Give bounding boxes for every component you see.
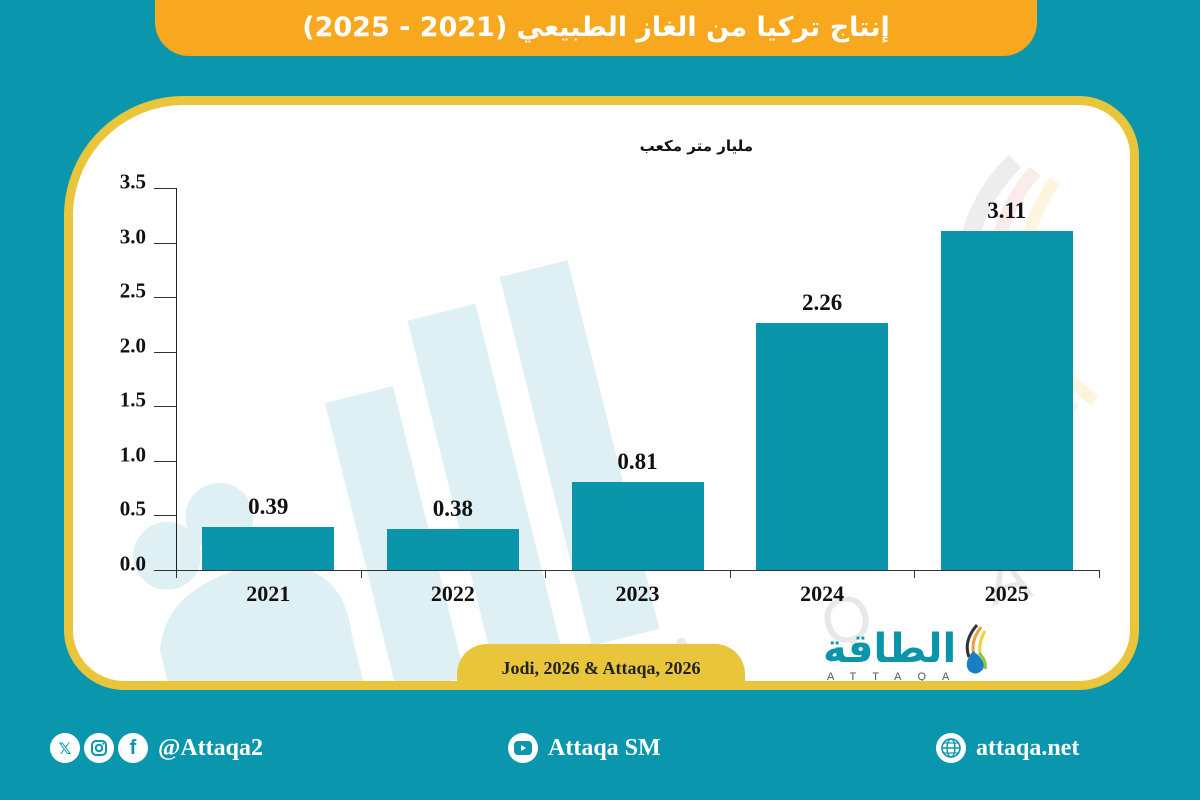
y-tick-label: 3.5 — [119, 169, 146, 194]
flame-drop-icon — [965, 624, 987, 674]
bar-2022 — [386, 528, 519, 570]
y-tick-label: 3.0 — [119, 224, 146, 249]
bar-value-label: 0.39 — [248, 494, 289, 520]
social-links: 𝕏 f @Attaqa2 — [50, 733, 263, 763]
x-category-label: 2022 — [430, 581, 475, 606]
logo-english-text: ATTAQA — [827, 671, 966, 683]
x-tick-mark — [729, 570, 731, 578]
x-category-label: 2023 — [615, 581, 660, 606]
y-tick-mark — [154, 406, 176, 408]
attaqa-logo: الطاقة ATTAQA — [817, 624, 1007, 683]
x-axis — [154, 570, 1099, 571]
x-tick-mark — [545, 570, 547, 578]
logo-arabic-text: الطاقة — [823, 626, 957, 672]
bar-value-label: 3.11 — [987, 197, 1027, 223]
footer: 𝕏 f @Attaqa2 Attaqa SM attaqa.net — [0, 725, 1200, 785]
x-tick-mark — [1099, 570, 1100, 578]
bar-2024 — [756, 323, 889, 570]
bar-value-label: 0.81 — [617, 448, 658, 474]
chart-title: إنتاج تركيا من الغاز الطبيعي (2021 - 202… — [302, 11, 890, 43]
youtube-icon — [508, 733, 538, 763]
y-tick-label: 0.0 — [119, 551, 146, 576]
social-handle[interactable]: @Attaqa2 — [158, 734, 263, 761]
y-tick-mark — [154, 351, 176, 353]
y-tick-label: 0.5 — [119, 496, 146, 521]
x-tick-mark — [360, 570, 362, 578]
x-category-label: 2021 — [246, 581, 291, 606]
y-tick-label: 2.5 — [119, 278, 146, 303]
source-tab: Jodi, 2026 & Attaqa, 2026 — [457, 644, 745, 681]
y-tick-mark — [154, 242, 176, 244]
title-banner: إنتاج تركيا من الغاز الطبيعي (2021 - 202… — [155, 0, 1037, 56]
bar-value-label: 0.38 — [432, 495, 474, 521]
y-tick-label: 1.5 — [119, 387, 146, 412]
youtube-link[interactable]: Attaqa SM — [508, 733, 661, 763]
youtube-channel: Attaqa SM — [548, 734, 661, 761]
website-url: attaqa.net — [976, 734, 1080, 761]
globe-icon — [936, 733, 966, 763]
x-tick-mark — [914, 570, 916, 578]
y-tick-mark — [154, 297, 176, 299]
facebook-icon[interactable]: f — [118, 733, 148, 763]
instagram-icon[interactable] — [84, 733, 114, 763]
x-category-label: 2025 — [984, 581, 1029, 606]
y-tick-label: 2.0 — [119, 333, 146, 358]
bar-2021 — [202, 527, 335, 570]
y-tick-label: 1.0 — [119, 442, 146, 467]
y-tick-mark — [154, 188, 176, 189]
y-unit-label: مليار متر مكعب — [639, 137, 753, 155]
x-icon[interactable]: 𝕏 — [50, 733, 80, 763]
bar-chart-plot: 0.0 0.5 1.0 1.5 2.0 2.5 3.0 3.5 0.39 2021 0.38 2022… — [73, 105, 1130, 681]
x-category-label: 2024 — [800, 581, 845, 606]
source-text: Jodi, 2026 & Attaqa, 2026 — [501, 658, 701, 678]
y-tick-mark — [154, 460, 176, 462]
y-axis — [176, 188, 177, 578]
bar-2023 — [571, 481, 704, 570]
bar-value-label: 2.26 — [801, 290, 843, 316]
y-tick-mark — [154, 515, 176, 517]
website-link[interactable]: attaqa.net — [936, 733, 1079, 763]
bar-2025 — [940, 230, 1073, 570]
x-tick-mark — [176, 570, 177, 578]
chart-card: ATTAQA مليار متر مكعب 0.0 0.5 1.0 1.5 2.0 2.5… — [64, 96, 1139, 690]
